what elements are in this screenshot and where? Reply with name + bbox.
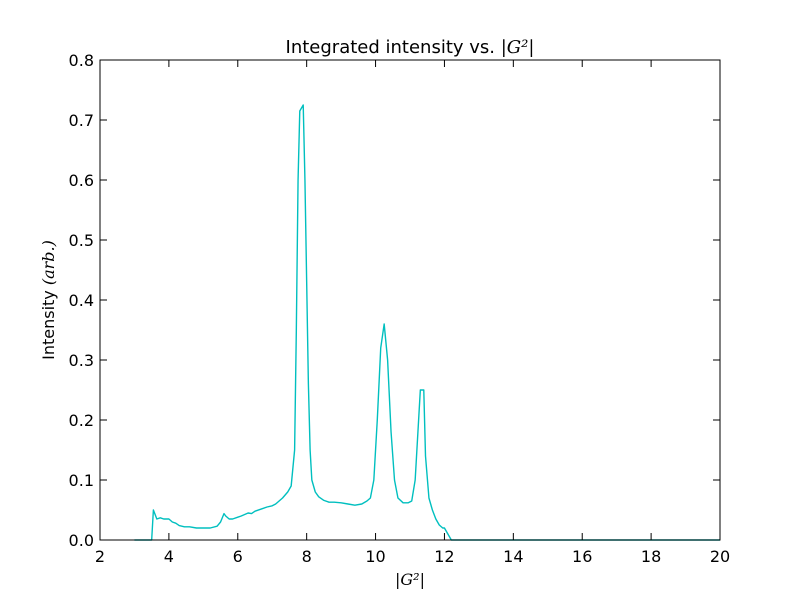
x-tick-label: 20 <box>710 547 730 566</box>
x-tick-label: 16 <box>572 547 592 566</box>
chart-title-math: |G²| <box>501 37 535 58</box>
y-tick-label: 0.1 <box>69 471 94 490</box>
y-tick-label: 0.0 <box>69 531 94 550</box>
y-axis-label: Intensity (arb.) <box>39 240 58 360</box>
chart-title-prefix: Integrated intensity vs. <box>286 37 501 58</box>
y-tick-label: 0.2 <box>69 411 94 430</box>
plot-frame <box>99 59 721 541</box>
y-tick-label: 0.5 <box>69 231 94 250</box>
y-tick-label: 0.6 <box>69 171 94 190</box>
x-axis-label-math: |G²| <box>395 570 425 589</box>
x-tick-label: 8 <box>302 547 312 566</box>
x-tick-label: 12 <box>434 547 454 566</box>
y-tick-label: 0.7 <box>69 111 94 130</box>
y-tick-label: 0.4 <box>69 291 94 310</box>
x-tick-label: 14 <box>503 547 523 566</box>
x-axis-label: |G²| <box>395 570 425 589</box>
y-tick-label: 0.8 <box>69 51 94 70</box>
series-line-0 <box>134 104 720 541</box>
y-tick-label: 0.3 <box>69 351 94 370</box>
chart-title: Integrated intensity vs. |G²| <box>286 37 535 58</box>
y-axis-label-prefix: Intensity <box>39 285 58 360</box>
x-tick-label: 18 <box>641 547 661 566</box>
x-tick-label: 10 <box>365 547 385 566</box>
x-tick-label: 2 <box>95 547 105 566</box>
x-tick-label: 4 <box>164 547 174 566</box>
y-axis-label-math: (arb.) <box>39 240 58 285</box>
plot-area: 2 4 6 8 10 12 14 16 18 20 0.0 0.1 0.2 0.3 0.4 0.5 0.6 0.7… <box>69 51 731 566</box>
x-tick-label: 6 <box>233 547 243 566</box>
